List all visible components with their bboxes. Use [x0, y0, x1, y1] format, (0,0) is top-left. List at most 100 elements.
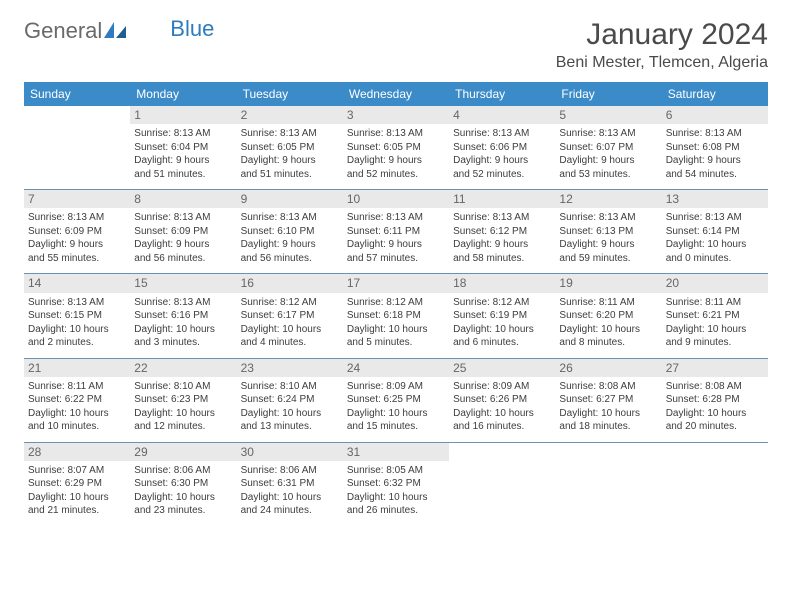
daylight-text: Daylight: 9 hours [28, 238, 126, 252]
calendar-day-cell: 2 Sunrise: 8:13 AMSunset: 6:05 PMDaylight… [237, 106, 343, 190]
day-number: 5 [555, 106, 661, 124]
sunset-text: Sunset: 6:05 PM [241, 141, 339, 155]
calendar-day-cell [662, 442, 768, 526]
daylight-text: and 54 minutes. [666, 168, 764, 182]
daylight-text: Daylight: 10 hours [666, 407, 764, 421]
calendar-day-cell: 9 Sunrise: 8:13 AMSunset: 6:10 PMDaylight… [237, 190, 343, 274]
daylight-text: and 8 minutes. [559, 336, 657, 350]
sunset-text: Sunset: 6:28 PM [666, 393, 764, 407]
sunrise-text: Sunrise: 8:10 AM [241, 380, 339, 394]
day-number: 7 [24, 190, 130, 208]
day-number: 27 [662, 359, 768, 377]
calendar-day-cell: 17Sunrise: 8:12 AMSunset: 6:18 PMDayligh… [343, 274, 449, 358]
day-number: 1 [130, 106, 236, 124]
daylight-text: and 6 minutes. [453, 336, 551, 350]
page-header: General Blue January 2024 Beni Mester, T… [24, 18, 768, 72]
calendar-day-cell [555, 442, 661, 526]
calendar-day-cell: 19Sunrise: 8:11 AMSunset: 6:20 PMDayligh… [555, 274, 661, 358]
daylight-text: Daylight: 10 hours [241, 491, 339, 505]
sunrise-text: Sunrise: 8:13 AM [559, 211, 657, 225]
daylight-text: Daylight: 10 hours [241, 407, 339, 421]
calendar-week-row: 21Sunrise: 8:11 AMSunset: 6:22 PMDayligh… [24, 358, 768, 442]
sunset-text: Sunset: 6:29 PM [28, 477, 126, 491]
sunrise-text: Sunrise: 8:11 AM [28, 380, 126, 394]
daylight-text: and 5 minutes. [347, 336, 445, 350]
sail-icon [104, 22, 126, 40]
sunrise-text: Sunrise: 8:13 AM [453, 127, 551, 141]
calendar-week-row: 1 Sunrise: 8:13 AM Sunset: 6:04 PM Daylight… [24, 106, 768, 190]
calendar-day-cell: 27Sunrise: 8:08 AMSunset: 6:28 PMDayligh… [662, 358, 768, 442]
sunrise-text: Sunrise: 8:12 AM [347, 296, 445, 310]
brand-part1: General [24, 18, 102, 44]
sunrise-text: Sunrise: 8:13 AM [559, 127, 657, 141]
sunset-text: Sunset: 6:13 PM [559, 225, 657, 239]
sunrise-text: Sunrise: 8:13 AM [241, 127, 339, 141]
sunrise-text: Sunrise: 8:11 AM [666, 296, 764, 310]
sunrise-text: Sunrise: 8:12 AM [453, 296, 551, 310]
calendar-week-row: 7Sunrise: 8:13 AMSunset: 6:09 PMDaylight… [24, 190, 768, 274]
daylight-text: Daylight: 9 hours [134, 238, 232, 252]
daylight-text: and 24 minutes. [241, 504, 339, 518]
daylight-text: Daylight: 9 hours [453, 154, 551, 168]
sunset-text: Sunset: 6:10 PM [241, 225, 339, 239]
calendar-day-cell: 3Sunrise: 8:13 AMSunset: 6:05 PMDaylight… [343, 106, 449, 190]
day-number: 2 [237, 106, 343, 124]
calendar-body: 1 Sunrise: 8:13 AM Sunset: 6:04 PM Daylight… [24, 106, 768, 526]
daylight-text: and 10 minutes. [28, 420, 126, 434]
sunset-text: Sunset: 6:19 PM [453, 309, 551, 323]
daylight-text: Daylight: 10 hours [134, 323, 232, 337]
day-number: 14 [24, 274, 130, 292]
day-number: 15 [130, 274, 236, 292]
calendar-day-cell: 13Sunrise: 8:13 AMSunset: 6:14 PMDayligh… [662, 190, 768, 274]
sunrise-text: Sunrise: 8:13 AM [241, 211, 339, 225]
sunrise-text: Sunrise: 8:08 AM [559, 380, 657, 394]
calendar-week-row: 14Sunrise: 8:13 AMSunset: 6:15 PMDayligh… [24, 274, 768, 358]
sunset-text: Sunset: 6:16 PM [134, 309, 232, 323]
day-number: 9 [237, 190, 343, 208]
sunrise-text: Sunrise: 8:06 AM [134, 464, 232, 478]
sunset-text: Sunset: 6:08 PM [666, 141, 764, 155]
calendar-day-cell: 20Sunrise: 8:11 AMSunset: 6:21 PMDayligh… [662, 274, 768, 358]
weekday-header: Friday [555, 82, 661, 106]
sunset-text: Sunset: 6:24 PM [241, 393, 339, 407]
daylight-text: Daylight: 10 hours [666, 238, 764, 252]
brand-part2: Blue [170, 16, 214, 42]
calendar-day-cell: 23Sunrise: 8:10 AMSunset: 6:24 PMDayligh… [237, 358, 343, 442]
daylight-text: and 23 minutes. [134, 504, 232, 518]
sunrise-text: Sunrise: 8:06 AM [241, 464, 339, 478]
calendar-day-cell: 22Sunrise: 8:10 AMSunset: 6:23 PMDayligh… [130, 358, 236, 442]
day-number: 12 [555, 190, 661, 208]
sunset-text: Sunset: 6:04 PM [134, 141, 232, 155]
title-block: January 2024 Beni Mester, Tlemcen, Alger… [556, 18, 768, 72]
brand-logo: General Blue [24, 18, 214, 44]
day-number: 18 [449, 274, 555, 292]
daylight-text: Daylight: 10 hours [241, 323, 339, 337]
calendar-day-cell: 4Sunrise: 8:13 AMSunset: 6:06 PMDaylight… [449, 106, 555, 190]
month-title: January 2024 [556, 18, 768, 52]
daylight-text: Daylight: 10 hours [559, 407, 657, 421]
daylight-text: and 59 minutes. [559, 252, 657, 266]
sunrise-text: Sunrise: 8:12 AM [241, 296, 339, 310]
daylight-text: and 52 minutes. [347, 168, 445, 182]
calendar-day-cell: 26Sunrise: 8:08 AMSunset: 6:27 PMDayligh… [555, 358, 661, 442]
daylight-text: Daylight: 10 hours [28, 323, 126, 337]
calendar-day-cell: 8Sunrise: 8:13 AMSunset: 6:09 PMDaylight… [130, 190, 236, 274]
sunset-text: Sunset: 6:09 PM [28, 225, 126, 239]
daylight-text: Daylight: 9 hours [241, 154, 339, 168]
day-number: 20 [662, 274, 768, 292]
daylight-text: and 26 minutes. [347, 504, 445, 518]
daylight-text: Daylight: 9 hours [347, 238, 445, 252]
daylight-text: and 51 minutes. [134, 168, 232, 182]
daylight-text: and 3 minutes. [134, 336, 232, 350]
daylight-text: Daylight: 9 hours [347, 154, 445, 168]
daylight-text: and 12 minutes. [134, 420, 232, 434]
daylight-text: and 57 minutes. [347, 252, 445, 266]
daylight-text: Daylight: 9 hours [241, 238, 339, 252]
calendar-day-cell: 25Sunrise: 8:09 AMSunset: 6:26 PMDayligh… [449, 358, 555, 442]
daylight-text: Daylight: 10 hours [28, 407, 126, 421]
sunset-text: Sunset: 6:20 PM [559, 309, 657, 323]
calendar-day-cell: 10Sunrise: 8:13 AMSunset: 6:11 PMDayligh… [343, 190, 449, 274]
daylight-text: Daylight: 10 hours [559, 323, 657, 337]
daylight-text: Daylight: 9 hours [559, 154, 657, 168]
daylight-text: and 15 minutes. [347, 420, 445, 434]
